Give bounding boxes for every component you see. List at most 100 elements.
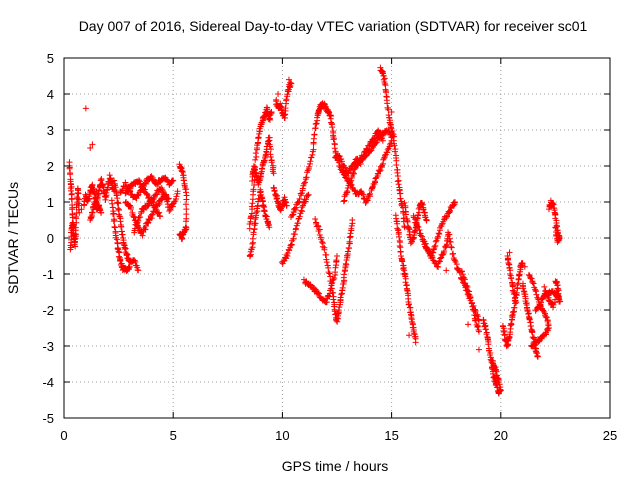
data-point [381,80,388,87]
data-point [157,213,164,220]
data-point [68,183,75,190]
ticks-layer: 0 5 10 15 20 25 -5 -4 -3 -2 -1 0 1 2 3 4 5 [42,51,617,443]
data-point [75,190,82,197]
data-point [344,248,351,255]
data-point [183,206,190,213]
data-point [249,235,256,242]
data-point [104,186,111,193]
data-point [344,188,351,195]
data-point [553,288,560,295]
data-point [471,312,478,319]
data-point [248,203,255,210]
data-point [303,196,310,203]
data-point [381,155,388,162]
data-point [431,243,438,250]
data-point [178,168,185,175]
data-point [395,181,402,188]
data-point [415,212,422,219]
data-point [103,189,110,196]
data-point [329,124,336,131]
data-point [549,201,556,208]
data-point [250,186,257,193]
data-point [162,192,169,199]
data-point [552,278,559,285]
data-point [391,142,398,149]
data-point [176,231,183,238]
data-point [78,206,85,213]
data-point [93,188,100,195]
data-point [335,152,342,159]
data-point [542,287,549,294]
data-point [331,275,338,282]
data-point [330,276,337,283]
data-point [314,289,321,296]
data-point [465,321,472,328]
data-point [89,141,96,148]
data-point [434,263,441,270]
y-tick-label: -2 [42,303,54,318]
data-point [401,199,408,206]
data-point [298,190,305,197]
data-point [388,109,395,115]
data-point [526,316,533,323]
data-point [287,242,294,249]
data-point [248,213,255,220]
data-point [304,192,311,199]
y-tick-label: 0 [47,231,54,246]
data-point [336,152,343,159]
data-point [275,91,282,97]
data-point [506,249,513,256]
data-point [335,307,342,314]
data-point [515,272,522,279]
data-point [443,213,450,220]
data-point [259,202,266,209]
data-point [348,225,355,232]
data-point [327,278,334,285]
data-point [367,190,374,197]
data-point [294,220,301,227]
data-point [399,258,406,265]
data-point [296,213,303,220]
data-point [106,172,113,179]
data-point [307,158,314,165]
data-point [519,260,526,267]
y-axis-label: SDTVAR / TECUs [5,182,21,294]
data-point [436,231,443,237]
data-point [115,248,122,255]
data-point [356,155,363,162]
data-point [511,304,518,311]
data-point [538,296,545,303]
data-point [331,135,338,142]
data-point [66,165,73,172]
data-point [135,177,142,184]
data-point [246,252,253,259]
data-point [340,198,347,205]
data-point [174,188,181,195]
data-point [494,374,501,381]
data-point [113,236,120,243]
data-point [402,211,409,218]
data-point [117,257,124,264]
data-point [165,195,172,202]
data-point [312,120,319,127]
data-point [454,265,461,272]
data-point [347,230,354,237]
data-point [433,237,440,244]
data-point [326,270,333,277]
data-point [114,199,121,206]
data-point [378,135,385,142]
data-point [405,301,412,308]
data-point [348,177,355,184]
data-point [434,235,441,242]
data-point [170,177,177,184]
data-point [118,188,125,195]
data-point [394,178,401,185]
data-point [441,248,448,255]
data-point [402,279,409,286]
data-point [74,189,81,196]
data-point [122,246,129,253]
chart-title: Day 007 of 2016, Sidereal Day-to-day VTE… [79,18,588,34]
data-point [508,321,515,328]
data-point [291,205,298,212]
data-point [489,370,496,377]
